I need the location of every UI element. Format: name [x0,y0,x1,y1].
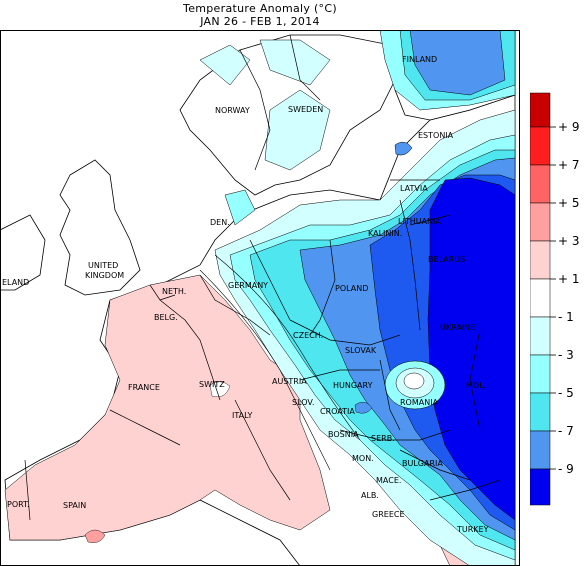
legend-swatch-pos3 [530,202,551,242]
legend-swatch-pos7 [530,126,551,166]
legend-swatch-neutral [530,278,551,318]
label-france: FRANCE [128,383,160,392]
label-finland: FINLAND [402,55,437,64]
cold-anomaly-areas [199,30,516,566]
color-legend: + 9 + 7 + 5 + 3 + 1 - 1 - 3 - 5 - 7 - 9 [530,92,580,506]
label-hungary: HUNGARY [333,381,373,390]
label-italy: ITALY [232,411,252,420]
legend-swatch-neg5 [530,392,551,432]
label-poland: POLAND [335,284,368,293]
romania-bullseye [384,360,446,410]
label-norway: NORWAY [215,106,250,115]
label-uk-line1: UNITED [88,261,118,270]
spain-warm-core [84,529,106,543]
label-czech: CZECH. [293,331,323,340]
label-uk-line2: KINGDOM [85,271,124,280]
anomaly-contours [199,254,361,471]
label-albania: ALB. [361,491,379,500]
label-slovenia: SLOV. [292,398,314,407]
land-uk [59,159,141,296]
legend-tick: - 7 [558,424,574,438]
label-ireland: ELAND [2,278,29,287]
legend-swatch-pos5 [530,164,551,204]
label-croatia: CROATIA [320,407,355,416]
legend-swatch-neg3 [530,354,551,394]
legend-swatch-neg9 [530,468,551,506]
temperature-anomaly-map: FINLAND NORWAY SWEDEN ESTONIA LATVIA LIT… [0,30,520,566]
label-romania: ROMANIA [400,398,439,407]
label-greece: GREECE [372,510,405,519]
land-ireland [0,214,46,291]
legend-tick: + 1 [558,272,580,286]
label-austria: AUSTRIA [272,377,307,386]
label-ukraine: UKRAINE [440,323,475,332]
legend-tick: - 3 [558,348,574,362]
country-borders [24,34,501,521]
label-latvia: LATVIA [400,184,428,193]
label-sweden: SWEDEN [288,105,323,114]
legend-tick: - 5 [558,386,574,400]
label-denmark: DEN. [210,218,230,227]
label-lithuania: LITHUANIA [398,217,441,226]
label-belarus: BELARUS [428,255,465,264]
label-macedonia: MACE. [376,476,401,485]
label-switzerland: SWITZ [199,380,225,389]
legend-tick: + 9 [558,120,580,134]
label-slovakia: SLOVAK [345,346,377,355]
legend-tick: + 5 [558,196,580,210]
label-portugal: PORT. [7,500,30,509]
label-moldova: MOL. [466,381,486,390]
label-bosnia: BOSNIA [328,430,359,439]
legend-tick: - 1 [558,310,574,324]
legend-swatch-neg7 [530,430,551,470]
croatia-cold-core [354,401,373,414]
map-title: Temperature Anomaly (°C) [183,2,337,15]
label-belgium: BELG. [154,313,178,322]
label-kaliningrad: KALININ. [368,229,402,238]
label-turkey: TURKEY [456,525,489,534]
legend-tick: + 3 [558,234,580,248]
legend-swatch-pos9 [530,92,551,128]
label-spain: SPAIN [63,501,86,510]
label-germany: GERMANY [228,281,268,290]
label-serbia: SERB. [371,434,395,443]
label-montenegro: MON. [352,454,374,463]
legend-swatch-pos1 [530,240,551,280]
label-netherlands: NETH. [162,287,186,296]
legend-swatch-neg1 [530,316,551,356]
date-range: JAN 26 - FEB 1, 2014 [200,15,320,28]
label-estonia: ESTONIA [418,131,454,140]
legend-tick: - 9 [558,462,574,476]
legend-tick: + 7 [558,158,580,172]
label-bulgaria: BULGARIA [402,459,443,468]
